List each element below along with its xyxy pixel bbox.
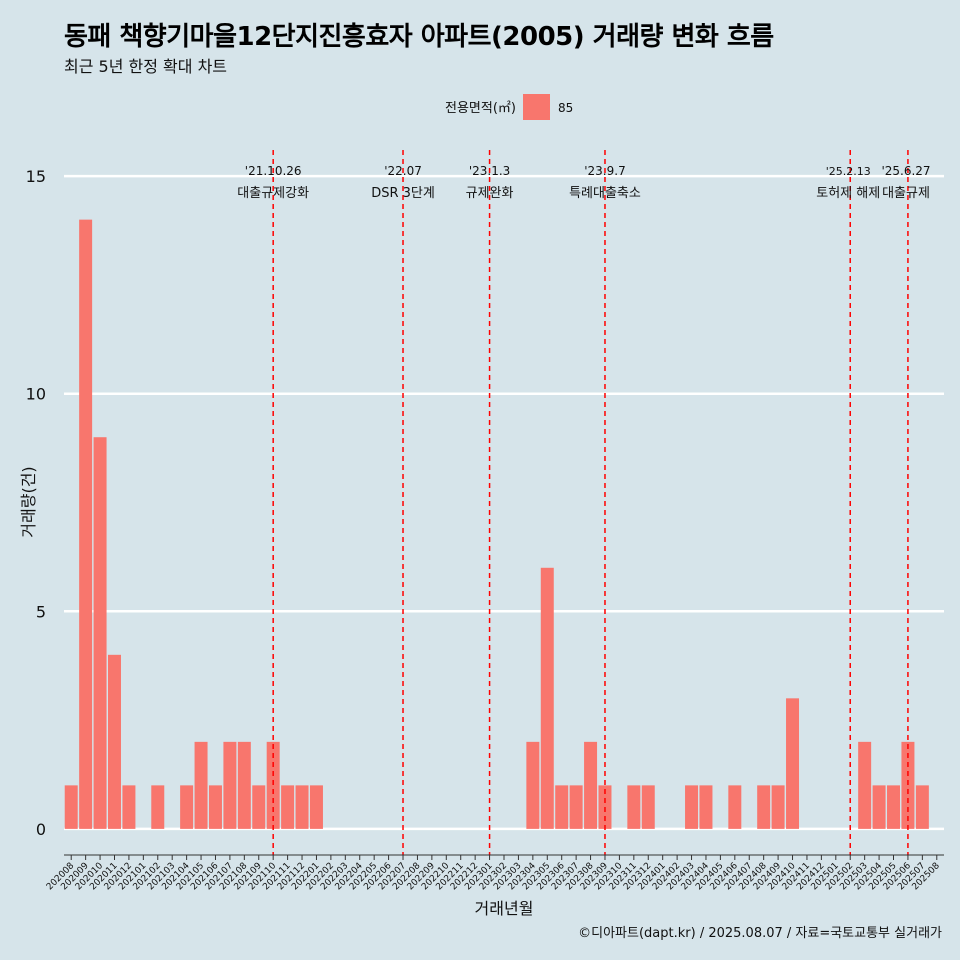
bar	[79, 219, 93, 829]
bar	[728, 785, 742, 829]
bar	[555, 785, 569, 829]
annotation-label: 특례대출축소	[569, 186, 641, 201]
bar	[194, 741, 208, 829]
x-axis: 2020082020092020102020112020122021012021…	[45, 854, 944, 892]
chart-subtitle: 최근 5년 한정 확대 차트	[64, 57, 228, 76]
annotation-date: '25.6.27	[881, 164, 930, 178]
bar	[771, 785, 785, 829]
annotation-label: DSR 3단계	[371, 186, 435, 201]
y-gridlines	[64, 174, 944, 831]
bar	[237, 741, 251, 829]
bar	[151, 785, 165, 829]
y-tick-label: 0	[36, 820, 46, 839]
bar	[887, 785, 900, 829]
legend: 전용면적(㎡) 85	[445, 94, 573, 120]
bar	[122, 785, 136, 829]
bar	[526, 741, 540, 829]
annotation-label: 대출규제	[882, 186, 930, 201]
bar	[627, 785, 641, 829]
caption: ©디아파트(dapt.kr) / 2025.08.07 / 자료=국토교통부 실…	[578, 926, 942, 941]
legend-swatch	[523, 94, 550, 120]
y-tick-label: 5	[36, 602, 46, 621]
y-axis-label: 거래량(건)	[19, 466, 38, 537]
bar	[281, 785, 295, 829]
bar	[266, 741, 280, 829]
bar	[858, 741, 872, 829]
annotation-label: 대출규제강화	[237, 186, 309, 201]
annotations: '21.10.26 대출규제강화 '22.07 DSR 3단계 '23.1.3 규제완화 '…	[237, 150, 931, 855]
chart-title: 동패 책향기마을12단지진흥효자 아파트(2005) 거래량 변화 흐름	[64, 22, 774, 52]
annotation-label: 규제완화	[466, 186, 514, 201]
bar	[685, 785, 699, 829]
bar	[295, 785, 309, 829]
annotation-date: '23.1.3	[469, 164, 510, 178]
y-tick-label: 15	[26, 167, 46, 186]
bar	[757, 785, 771, 829]
bar	[93, 437, 107, 829]
y-axis: 0 5 10 15	[26, 167, 46, 839]
legend-title: 전용면적(㎡)	[445, 101, 516, 116]
bar	[108, 654, 121, 829]
bar	[309, 785, 323, 829]
bar	[872, 785, 886, 829]
bar	[915, 785, 929, 829]
annotation-label: 토허제 해제	[816, 186, 880, 201]
bar	[208, 785, 222, 829]
bar	[540, 567, 554, 829]
bar	[223, 741, 237, 829]
x-axis-label: 거래년월	[475, 899, 534, 918]
annotation-date: '22.07	[384, 164, 422, 178]
bar	[64, 785, 78, 829]
bar	[699, 785, 713, 829]
bar	[641, 785, 655, 829]
bar	[252, 785, 266, 829]
y-tick-label: 10	[26, 385, 46, 404]
legend-label: 85	[558, 101, 573, 115]
bar	[901, 741, 915, 829]
annotation-date: '23.9.7	[584, 164, 625, 178]
bar	[180, 785, 194, 829]
bar	[786, 698, 800, 829]
annotation-date: '21.10.26	[245, 164, 302, 178]
annotation-date: '25.2.13	[826, 165, 871, 178]
bar	[584, 741, 598, 829]
bar	[569, 785, 583, 829]
bars	[64, 219, 929, 829]
